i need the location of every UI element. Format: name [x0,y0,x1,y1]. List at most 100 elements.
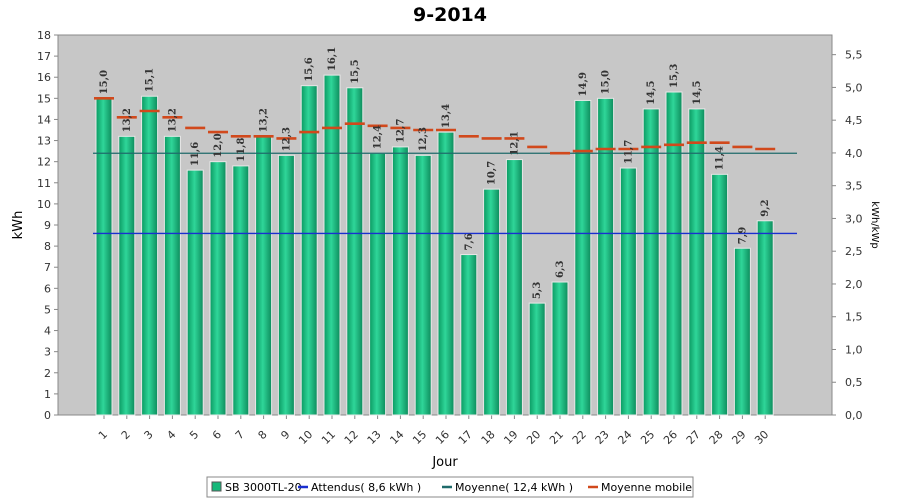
data-label: 11,4 [715,146,726,170]
x-tick-label: 24 [615,428,634,447]
y-tick-label: 0 [44,409,51,422]
data-label: 12,4 [373,125,384,149]
legend-entry-label: Moyenne mobile [601,481,692,494]
x-tick-label: 18 [479,428,498,447]
data-label: 15,0 [99,70,110,94]
data-label: 13,2 [259,108,270,132]
x-tick-label: 12 [342,428,361,447]
bar [300,85,318,416]
x-tick-label: 9 [278,428,292,442]
data-label: 15,5 [350,59,361,83]
x-tick-label: 14 [387,428,406,447]
x-tick-label: 11 [319,428,338,447]
x-tick-label: 13 [365,428,384,447]
y-tick-label: 6 [44,282,51,295]
y2-tick-label: 2,0 [845,278,863,291]
bar [232,165,250,416]
x-tick-label: 29 [729,428,748,447]
y-tick-label: 1 [44,388,51,401]
x-tick-label: 20 [524,428,543,447]
legend-swatch [211,481,222,492]
y2-tick-label: 4,5 [845,114,863,127]
x-tick-label: 21 [547,428,566,447]
data-label: 11,7 [623,140,634,164]
bar [574,99,592,416]
y-tick-label: 18 [37,29,51,42]
x-tick-label: 25 [638,428,657,447]
y2-axis: 0,0 0,5 1,0 1,5 2,0 2,5 3,0 3,5 4,0 4,5 5,0 5,5 [831,35,863,422]
bar [437,131,455,416]
x-tick-label: 8 [256,428,270,442]
data-label: 11,6 [190,142,201,166]
data-label: 9,2 [760,199,771,216]
y-tick-label: 2 [44,367,51,380]
bar [665,91,683,416]
x-tick-label: 23 [593,428,612,447]
legend-entry-label: Moyenne( 12,4 kWh ) [455,481,573,494]
data-labels: 15,0 13,2 15,1 13,2 11,6 12,0 11,8 13,2 12,3 15,6… [99,47,771,299]
y2-tick-label: 5,0 [845,81,863,94]
data-label: 15,0 [601,70,612,94]
y-tick-label: 3 [44,346,51,359]
bar [141,95,159,416]
bar [642,108,660,416]
data-label: 5,3 [532,282,543,299]
y2-tick-label: 3,0 [845,212,863,225]
bar [505,159,523,416]
data-label: 6,3 [555,261,566,278]
x-tick-label: 17 [456,428,475,447]
y-tick-label: 8 [44,240,51,253]
x-tick-label: 30 [752,428,771,447]
y2-tick-label: 2,5 [845,245,863,258]
bar [277,154,295,416]
bar [733,247,751,416]
y-tick-label: 16 [37,71,51,84]
y2-axis-label: kWh/kWp [869,201,880,248]
x-tick-label: 1 [96,428,110,442]
x-axis-label: Jour [431,455,458,470]
bar [756,220,774,416]
y2-tick-label: 3,5 [845,180,863,193]
x-axis: 1 2 3 4 5 6 7 8 9 10 11 12 13 14 15 16 17 18 19 20 21 22 23 24 2… [96,415,771,447]
data-label: 13,2 [167,108,178,132]
bar [209,161,227,416]
data-label: 13,4 [441,104,452,128]
chart-title: 9-2014 [413,4,487,26]
bar [460,254,478,416]
bar [391,146,409,416]
legend-entry-label: Attendus( 8,6 kWh ) [311,481,421,494]
data-label: 14,5 [692,80,703,104]
bar [163,135,181,416]
x-tick-label: 4 [164,428,178,442]
data-label: 11,8 [236,137,247,161]
data-label: 15,3 [669,64,680,88]
bar [118,135,136,416]
y-tick-label: 10 [37,198,51,211]
bar [369,152,387,416]
y2-tick-label: 0,0 [845,409,863,422]
bar [711,173,729,416]
y-tick-label: 17 [37,50,51,63]
data-label: 14,9 [578,72,589,96]
y2-tick-label: 4,0 [845,147,863,160]
x-tick-label: 2 [119,428,133,442]
x-tick-label: 15 [410,428,429,447]
data-label: 12,7 [395,118,406,142]
x-tick-label: 28 [707,428,726,447]
y-tick-label: 12 [37,156,51,169]
data-label: 12,1 [509,131,520,155]
y-tick-label: 4 [44,325,51,338]
x-tick-label: 19 [501,428,520,447]
data-label: 12,0 [213,133,224,157]
x-tick-label: 7 [233,428,247,442]
y-axis-label: kWh [11,211,26,240]
y2-tick-label: 5,5 [845,49,863,62]
data-label: 14,5 [646,80,657,104]
y-tick-label: 13 [37,135,51,148]
x-tick-label: 26 [661,428,680,447]
data-label: 12,3 [281,127,292,151]
bar [95,97,113,416]
y-tick-label: 15 [37,92,51,105]
